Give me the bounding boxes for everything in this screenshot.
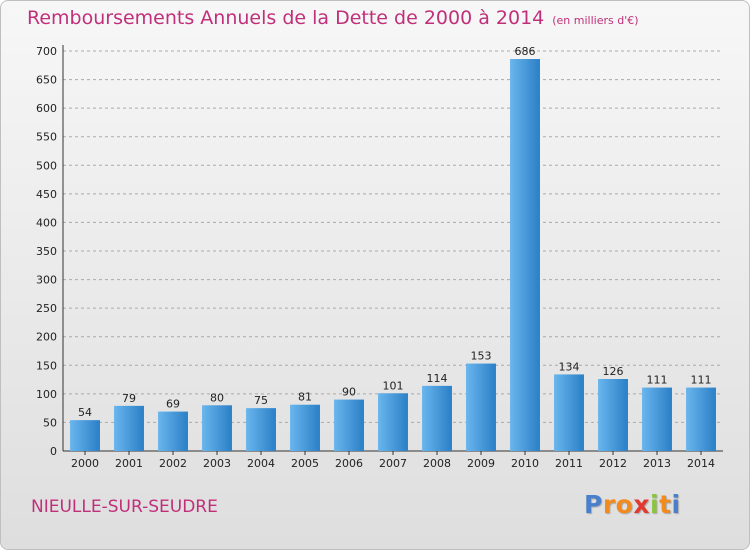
y-tick-label: 650: [36, 74, 57, 87]
logo-letter: i: [650, 490, 660, 519]
bar: [202, 405, 232, 451]
logo-letter: t: [659, 490, 672, 519]
data-label: 69: [166, 398, 180, 411]
x-tick-label: 2009: [467, 457, 495, 470]
data-label: 111: [647, 374, 668, 387]
bar: [642, 387, 672, 451]
x-tick-label: 2013: [643, 457, 671, 470]
logo-letter: x: [633, 490, 650, 519]
y-tick-label: 550: [36, 131, 57, 144]
x-tick-label: 2004: [247, 457, 275, 470]
y-tick-label: 450: [36, 188, 57, 201]
x-tick-label: 2010: [511, 457, 539, 470]
y-tick-label: 600: [36, 102, 57, 115]
x-tick-label: 2001: [115, 457, 143, 470]
bar: [510, 59, 540, 451]
data-label: 111: [691, 374, 712, 387]
commune-name: NIEULLE-SUR-SEUDRE: [31, 497, 218, 517]
x-tick-label: 2012: [599, 457, 627, 470]
bar: [422, 385, 452, 451]
bar: [158, 411, 188, 451]
chart-subtitle: (en milliers d'€): [552, 14, 639, 27]
data-label: 114: [427, 372, 448, 385]
logo-letter: i: [671, 490, 681, 519]
data-label: 153: [471, 350, 492, 363]
y-tick-label: 350: [36, 245, 57, 258]
bar: [246, 408, 276, 451]
x-tick-label: 2007: [379, 457, 407, 470]
logo-letter: o: [615, 490, 634, 519]
x-tick-label: 2006: [335, 457, 363, 470]
y-tick-label: 0: [50, 445, 57, 458]
data-label: 81: [298, 391, 312, 404]
chart-title-text: Remboursements Annuels de la Dette de 20…: [27, 7, 545, 29]
bar: [598, 379, 628, 451]
chart-title: Remboursements Annuels de la Dette de 20…: [27, 7, 639, 29]
bar: [334, 399, 364, 451]
logo-letter: r: [602, 490, 616, 519]
x-tick-label: 2002: [159, 457, 187, 470]
bar: [290, 404, 320, 451]
logo-letter: P: [584, 490, 603, 519]
y-tick-label: 100: [36, 388, 57, 401]
data-label: 80: [210, 391, 224, 404]
x-tick-label: 2005: [291, 457, 319, 470]
data-label: 126: [603, 365, 624, 378]
bar: [378, 393, 408, 451]
data-label: 686: [515, 45, 536, 58]
y-tick-label: 700: [36, 45, 57, 58]
y-tick-label: 50: [43, 416, 57, 429]
bar: [114, 405, 144, 451]
y-tick-label: 500: [36, 159, 57, 172]
proxiti-logo: Proxiti: [584, 490, 681, 519]
x-tick-label: 2014: [687, 457, 715, 470]
data-label: 90: [342, 386, 356, 399]
y-tick-label: 400: [36, 216, 57, 229]
x-tick-label: 2000: [71, 457, 99, 470]
bar: [70, 420, 100, 451]
bar: [466, 363, 496, 451]
x-tick-label: 2008: [423, 457, 451, 470]
data-label: 75: [254, 394, 268, 407]
y-tick-label: 300: [36, 274, 57, 287]
bar: [686, 387, 716, 451]
y-tick-label: 150: [36, 359, 57, 372]
data-label: 54: [78, 406, 92, 419]
data-label: 101: [383, 379, 404, 392]
data-label: 79: [122, 392, 136, 405]
y-tick-label: 200: [36, 331, 57, 344]
x-tick-label: 2011: [555, 457, 583, 470]
x-tick-label: 2003: [203, 457, 231, 470]
data-label: 134: [559, 360, 580, 373]
bar: [554, 374, 584, 451]
y-tick-label: 250: [36, 302, 57, 315]
